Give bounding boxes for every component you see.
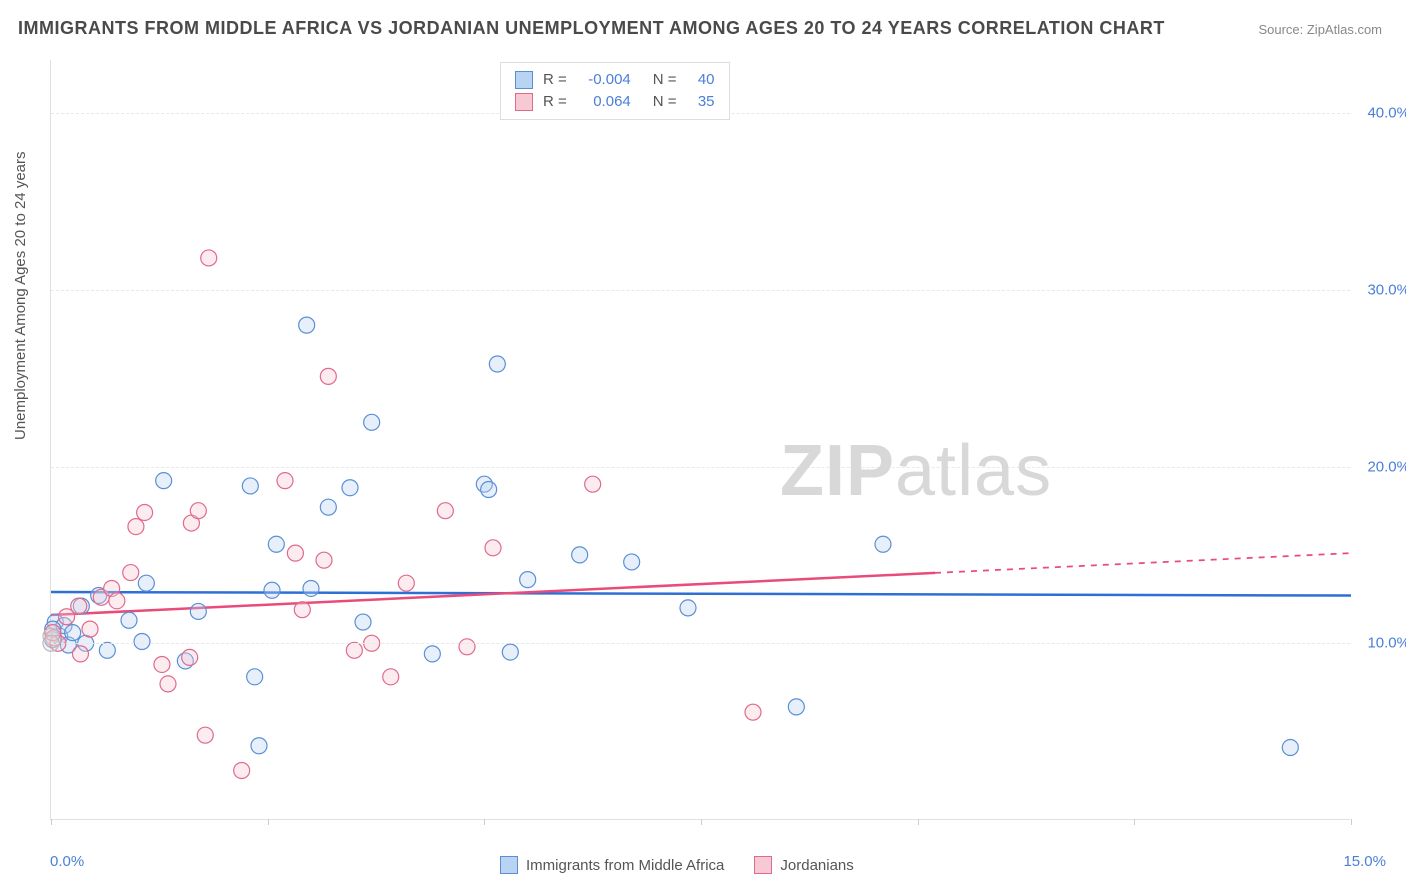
data-point	[190, 603, 206, 619]
data-point	[242, 478, 258, 494]
data-point	[364, 414, 380, 430]
x-tick	[268, 819, 269, 825]
n-value: 40	[687, 69, 715, 91]
data-point	[459, 639, 475, 655]
x-tick	[1351, 819, 1352, 825]
data-point	[71, 598, 87, 614]
n-label: N =	[653, 91, 677, 113]
data-point	[287, 545, 303, 561]
data-point	[247, 669, 263, 685]
y-tick-label: 30.0%	[1355, 281, 1406, 298]
y-tick-label: 40.0%	[1355, 105, 1406, 122]
data-point	[745, 704, 761, 720]
r-value: 0.064	[577, 91, 631, 113]
data-point	[489, 356, 505, 372]
data-point	[320, 499, 336, 515]
data-point	[234, 763, 250, 779]
data-point	[268, 536, 284, 552]
gridline	[51, 467, 1350, 468]
x-tick	[51, 819, 52, 825]
data-point	[481, 481, 497, 497]
data-point	[294, 602, 310, 618]
x-tick	[484, 819, 485, 825]
legend-swatch	[754, 856, 772, 874]
data-point	[342, 480, 358, 496]
n-label: N =	[653, 69, 677, 91]
data-point	[788, 699, 804, 715]
data-point	[1282, 740, 1298, 756]
data-point	[197, 727, 213, 743]
gridline	[51, 290, 1350, 291]
data-point	[424, 646, 440, 662]
data-point	[82, 621, 98, 637]
gridline	[51, 643, 1350, 644]
r-label: R =	[543, 69, 567, 91]
data-point	[585, 476, 601, 492]
plot-svg	[51, 60, 1350, 819]
legend-series-item: Immigrants from Middle Africa	[500, 856, 724, 874]
x-tick-label-min: 0.0%	[50, 853, 84, 870]
y-tick-label: 10.0%	[1355, 635, 1406, 652]
x-tick	[701, 819, 702, 825]
data-point	[299, 317, 315, 333]
data-point	[65, 625, 81, 641]
trendline-extrapolated	[935, 553, 1351, 573]
data-point	[121, 612, 137, 628]
data-point	[134, 633, 150, 649]
data-point	[303, 580, 319, 596]
data-point	[123, 565, 139, 581]
legend-swatch	[500, 856, 518, 874]
data-point	[137, 504, 153, 520]
legend-swatch	[515, 71, 533, 89]
data-point	[485, 540, 501, 556]
data-point	[138, 575, 154, 591]
x-tick	[1134, 819, 1135, 825]
data-point	[680, 600, 696, 616]
data-point	[875, 536, 891, 552]
plot-area: 10.0%20.0%30.0%40.0%	[50, 60, 1350, 820]
legend-series-label: Immigrants from Middle Africa	[526, 857, 724, 874]
legend-correlation-row: R = 0.064 N = 35	[515, 91, 715, 113]
chart-title: IMMIGRANTS FROM MIDDLE AFRICA VS JORDANI…	[18, 18, 1165, 39]
legend-correlation-row: R = -0.004 N = 40	[515, 69, 715, 91]
trendline	[51, 592, 1351, 596]
legend-series-label: Jordanians	[780, 857, 853, 874]
data-point	[99, 642, 115, 658]
x-tick-label-max: 15.0%	[1343, 853, 1386, 870]
data-point	[156, 473, 172, 489]
data-point	[182, 649, 198, 665]
legend-correlation: R = -0.004 N = 40 R = 0.064 N = 35	[500, 62, 730, 120]
r-label: R =	[543, 91, 567, 113]
data-point	[520, 572, 536, 588]
y-tick-label: 20.0%	[1355, 458, 1406, 475]
data-point	[72, 646, 88, 662]
legend-series-item: Jordanians	[754, 856, 853, 874]
data-point	[316, 552, 332, 568]
data-point	[109, 593, 125, 609]
data-point	[160, 676, 176, 692]
data-point	[251, 738, 267, 754]
data-point	[355, 614, 371, 630]
data-point	[190, 503, 206, 519]
data-point	[277, 473, 293, 489]
data-point	[502, 644, 518, 660]
legend-swatch	[515, 93, 533, 111]
x-tick	[918, 819, 919, 825]
data-point	[320, 368, 336, 384]
data-point	[154, 656, 170, 672]
data-point	[572, 547, 588, 563]
n-value: 35	[687, 91, 715, 113]
source-label: Source: ZipAtlas.com	[1258, 22, 1382, 37]
data-point	[624, 554, 640, 570]
data-point	[346, 642, 362, 658]
data-point	[398, 575, 414, 591]
legend-series: Immigrants from Middle Africa Jordanians	[500, 856, 854, 874]
data-point	[437, 503, 453, 519]
data-point	[383, 669, 399, 685]
r-value: -0.004	[577, 69, 631, 91]
data-point	[128, 519, 144, 535]
y-axis-label: Unemployment Among Ages 20 to 24 years	[12, 151, 29, 440]
data-point	[201, 250, 217, 266]
data-point	[264, 582, 280, 598]
